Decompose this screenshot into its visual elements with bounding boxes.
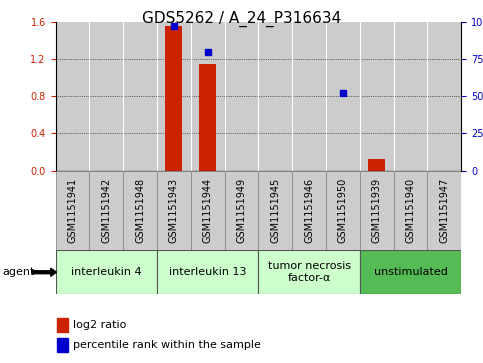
Bar [360,22,394,171]
Text: agent: agent [2,267,35,277]
Bar [157,22,191,171]
Bar [258,250,360,294]
Bar [225,22,258,171]
Bar [89,22,123,171]
Bar [225,171,258,250]
Text: GSM1151941: GSM1151941 [68,178,77,243]
Text: interleukin 4: interleukin 4 [71,267,142,277]
Bar [427,22,461,171]
Bar [368,159,385,171]
Bar [191,22,225,171]
Bar [89,171,123,250]
Bar [394,22,427,171]
Text: GSM1151949: GSM1151949 [237,178,246,243]
Bar [326,22,360,171]
Text: unstimulated: unstimulated [374,267,447,277]
Text: GSM1151947: GSM1151947 [440,178,449,243]
Bar [157,171,191,250]
Bar [427,171,461,250]
Text: GSM1151943: GSM1151943 [169,178,179,243]
Bar [56,171,89,250]
Bar [165,26,183,171]
Bar [57,338,68,352]
Text: interleukin 13: interleukin 13 [169,267,246,277]
Bar [56,250,157,294]
Text: tumor necrosis
factor-α: tumor necrosis factor-α [268,261,351,283]
Text: GSM1151945: GSM1151945 [270,178,280,243]
Text: GSM1151948: GSM1151948 [135,178,145,243]
Text: GSM1151939: GSM1151939 [372,178,382,243]
Bar [292,22,326,171]
Bar [123,171,157,250]
Bar [199,64,216,171]
Bar [326,171,360,250]
Bar [56,22,89,171]
Bar [191,171,225,250]
Text: GSM1151942: GSM1151942 [101,178,111,243]
Bar [292,171,326,250]
Text: percentile rank within the sample: percentile rank within the sample [72,340,260,350]
Bar [157,250,258,294]
Bar [360,171,394,250]
Text: log2 ratio: log2 ratio [72,320,126,330]
Bar [394,171,427,250]
Text: GSM1151944: GSM1151944 [203,178,213,243]
Bar [258,22,292,171]
Bar [57,318,68,332]
Text: GSM1151940: GSM1151940 [406,178,415,243]
Bar [123,22,157,171]
Bar [360,250,461,294]
Text: GDS5262 / A_24_P316634: GDS5262 / A_24_P316634 [142,11,341,27]
Text: GSM1151950: GSM1151950 [338,178,348,243]
Bar [258,171,292,250]
Text: GSM1151946: GSM1151946 [304,178,314,243]
